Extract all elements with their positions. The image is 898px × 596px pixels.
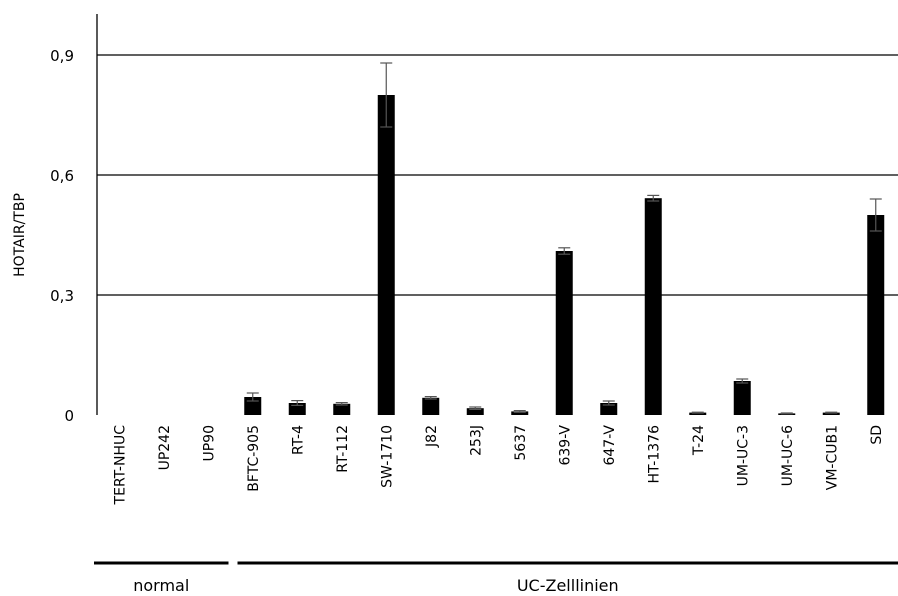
bar bbox=[733, 381, 751, 415]
bar bbox=[333, 403, 351, 415]
error-bars bbox=[246, 62, 882, 415]
category-label: T-24 bbox=[691, 425, 707, 456]
error-bar bbox=[335, 402, 348, 406]
category-label: SD bbox=[869, 425, 885, 445]
y-axis-title: HOTAIR/TBP bbox=[12, 193, 28, 277]
bar bbox=[377, 95, 395, 415]
group-label: normal bbox=[133, 576, 189, 595]
category-label: TERT-NHUC bbox=[112, 425, 128, 506]
error-bar bbox=[869, 198, 882, 232]
category-label: 647-V bbox=[602, 425, 618, 466]
category-label: RT-4 bbox=[290, 425, 306, 455]
error-bar bbox=[291, 400, 304, 406]
category-label: UP242 bbox=[157, 425, 173, 470]
error-bar bbox=[513, 410, 526, 413]
y-tick-label: 0,3 bbox=[50, 287, 74, 305]
bar bbox=[511, 411, 529, 415]
category-label: BFTC-905 bbox=[246, 425, 262, 492]
group-bracket: normal bbox=[94, 561, 229, 595]
group-label: UC-Zelllinien bbox=[517, 576, 619, 595]
bar bbox=[466, 408, 484, 415]
category-label: UP90 bbox=[201, 425, 217, 462]
bar bbox=[867, 215, 885, 415]
category-label: 5637 bbox=[513, 425, 529, 461]
error-bar bbox=[246, 392, 259, 402]
group-bracket: UC-Zelllinien bbox=[237, 561, 898, 595]
bars bbox=[244, 95, 885, 415]
category-label: HT-1376 bbox=[646, 425, 662, 484]
bar bbox=[422, 397, 440, 415]
y-tick-label: 0 bbox=[64, 407, 74, 425]
category-label: 639-V bbox=[557, 425, 573, 466]
category-label: UM-UC-3 bbox=[735, 425, 751, 486]
error-bar bbox=[647, 194, 660, 202]
error-bar bbox=[736, 378, 749, 384]
y-tick-label: 0,9 bbox=[50, 47, 74, 65]
error-bar bbox=[380, 62, 393, 128]
error-bar bbox=[469, 406, 482, 410]
category-label: UM-UC-6 bbox=[780, 425, 796, 486]
bar bbox=[555, 251, 573, 415]
category-label: VM-CUB1 bbox=[824, 425, 840, 490]
category-label: RT-112 bbox=[335, 425, 351, 473]
category-label: 253J bbox=[468, 425, 484, 456]
gridlines bbox=[97, 54, 898, 296]
bar bbox=[644, 198, 662, 415]
error-bar bbox=[780, 412, 793, 415]
error-bar bbox=[424, 396, 437, 400]
category-label: J82 bbox=[424, 425, 440, 448]
bar bbox=[822, 412, 840, 415]
category-labels: TERT-NHUC UP242 UP90 BFTC-905 RT-4 RT-112 SW-1… bbox=[112, 425, 885, 506]
bar bbox=[600, 403, 618, 415]
error-bar bbox=[691, 411, 704, 414]
y-tick-label: 0,6 bbox=[50, 167, 74, 185]
error-bar bbox=[602, 400, 615, 406]
bar bbox=[689, 412, 707, 415]
error-bar bbox=[825, 411, 838, 414]
group-brackets: normal UC-Zelllinien bbox=[94, 561, 898, 595]
y-tick-labels: 0 0,3 0,6 0,9 bbox=[50, 47, 74, 425]
category-label: SW-1710 bbox=[379, 425, 395, 488]
error-bar bbox=[558, 247, 571, 255]
